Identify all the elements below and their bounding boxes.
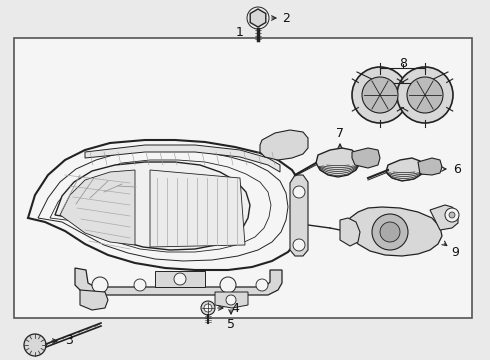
Circle shape bbox=[380, 222, 400, 242]
Circle shape bbox=[220, 277, 236, 293]
Polygon shape bbox=[316, 148, 360, 177]
Text: 7: 7 bbox=[336, 126, 344, 140]
Polygon shape bbox=[340, 218, 360, 246]
Polygon shape bbox=[215, 292, 248, 308]
Text: 5: 5 bbox=[227, 318, 235, 330]
Polygon shape bbox=[352, 148, 380, 168]
Circle shape bbox=[362, 77, 398, 113]
Text: 4: 4 bbox=[231, 302, 239, 315]
Polygon shape bbox=[386, 158, 424, 181]
Circle shape bbox=[226, 295, 236, 305]
Circle shape bbox=[134, 279, 146, 291]
Polygon shape bbox=[418, 158, 442, 175]
Circle shape bbox=[293, 239, 305, 251]
Circle shape bbox=[449, 212, 455, 218]
Circle shape bbox=[397, 67, 453, 123]
Circle shape bbox=[445, 208, 459, 222]
Circle shape bbox=[204, 304, 212, 312]
Bar bbox=[14, 38, 472, 318]
Polygon shape bbox=[348, 207, 442, 256]
Circle shape bbox=[174, 273, 186, 285]
Polygon shape bbox=[150, 170, 245, 247]
Polygon shape bbox=[85, 145, 280, 172]
Circle shape bbox=[352, 67, 408, 123]
Circle shape bbox=[201, 301, 215, 315]
Text: 1: 1 bbox=[236, 26, 244, 39]
Circle shape bbox=[293, 186, 305, 198]
Text: 8: 8 bbox=[399, 57, 407, 69]
Polygon shape bbox=[290, 175, 308, 256]
Text: 2: 2 bbox=[282, 12, 290, 24]
Polygon shape bbox=[80, 290, 108, 310]
Polygon shape bbox=[430, 205, 458, 230]
Polygon shape bbox=[28, 140, 305, 270]
Circle shape bbox=[256, 279, 268, 291]
Polygon shape bbox=[260, 130, 308, 160]
Circle shape bbox=[24, 334, 46, 356]
Text: 6: 6 bbox=[453, 162, 461, 176]
Circle shape bbox=[407, 77, 443, 113]
Text: 3: 3 bbox=[65, 334, 73, 347]
Polygon shape bbox=[75, 268, 282, 295]
Polygon shape bbox=[60, 170, 135, 245]
Polygon shape bbox=[55, 162, 250, 250]
Bar bbox=[155, 271, 205, 287]
Text: 9: 9 bbox=[451, 247, 459, 260]
Circle shape bbox=[372, 214, 408, 250]
Polygon shape bbox=[250, 9, 266, 27]
Circle shape bbox=[92, 277, 108, 293]
